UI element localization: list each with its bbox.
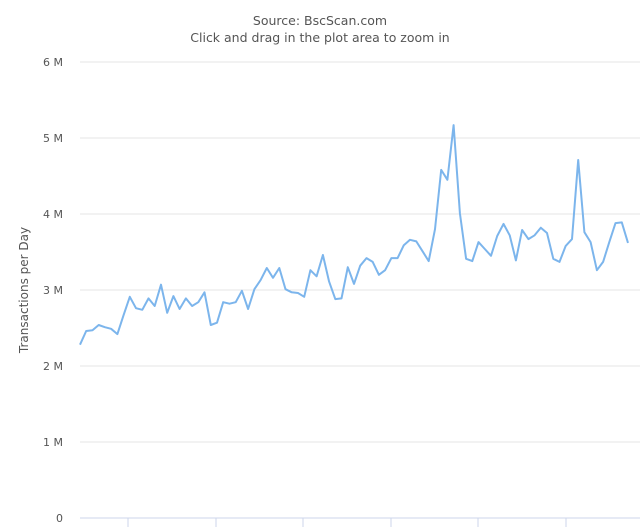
- zoom-hint: Click and drag in the plot area to zoom …: [190, 30, 450, 45]
- y-tick-label: 6 M: [43, 56, 63, 69]
- y-tick-label: 2 M: [43, 360, 63, 373]
- y-tick-label: 4 M: [43, 208, 63, 221]
- y-tick-label: 0: [56, 512, 63, 525]
- chart-subtitle: Source: BscScan.com: [252, 13, 388, 28]
- y-axis-label: Transactions per Day: [17, 227, 31, 354]
- y-tick-label: 3 M: [43, 284, 63, 297]
- series-line: [79, 124, 629, 346]
- y-tick-label: 5 M: [43, 132, 63, 145]
- y-tick-label: 1 M: [43, 436, 63, 449]
